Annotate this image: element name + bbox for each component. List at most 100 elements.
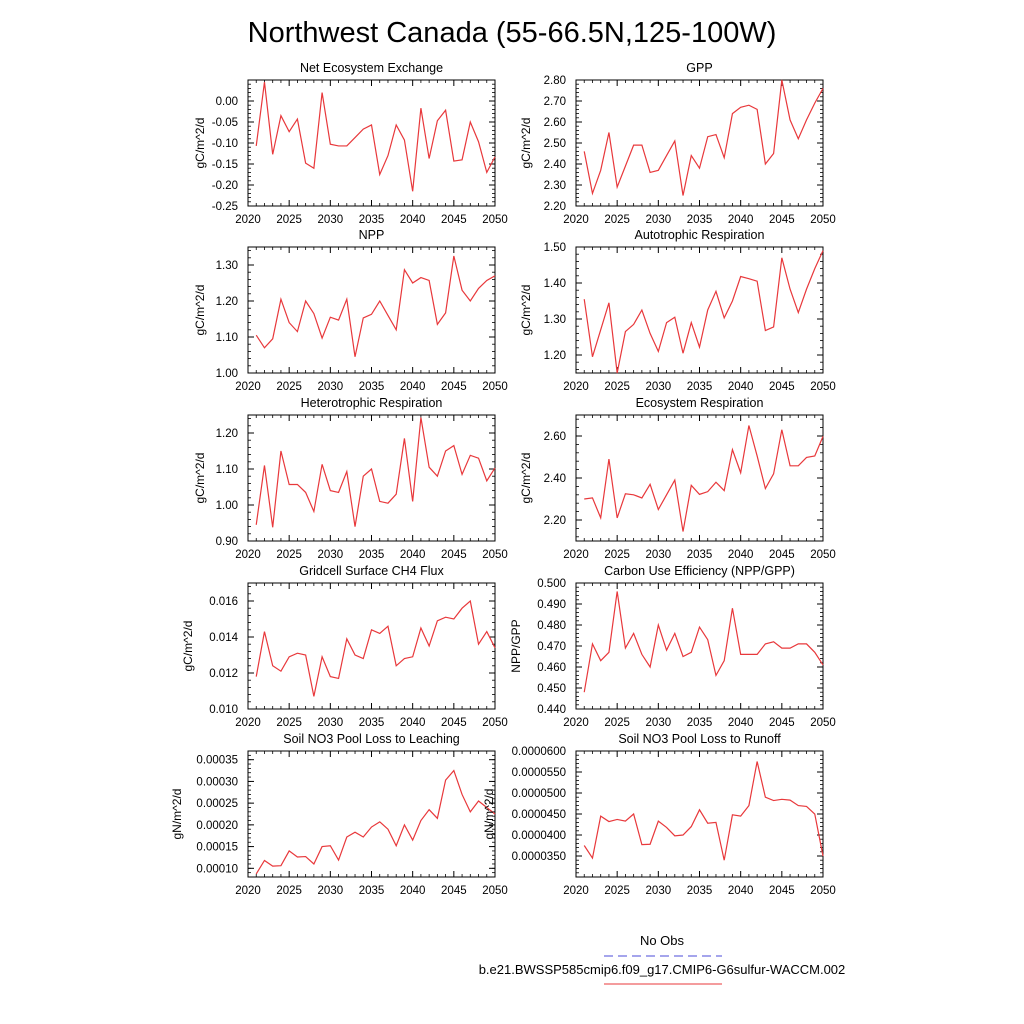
x-tick-label: 2030 bbox=[318, 549, 344, 561]
x-tick-label: 2040 bbox=[728, 885, 754, 897]
x-tick-label: 2020 bbox=[563, 381, 589, 393]
x-tick-label: 2045 bbox=[769, 549, 795, 561]
y-tick-label: 1.00 bbox=[216, 500, 238, 512]
series-line bbox=[583, 761, 824, 861]
chart-panel-6: Ecosystem Respiration 2020 2025 2030 2035 204… bbox=[519, 396, 836, 561]
x-tick-label: 2020 bbox=[563, 549, 589, 561]
x-tick-label: 2020 bbox=[235, 381, 261, 393]
chart-panel-4: Autotrophic Respiration 2020 2025 2030 2035 2… bbox=[519, 228, 836, 393]
x-tick-label: 2040 bbox=[728, 717, 754, 729]
x-tick-label: 2025 bbox=[604, 549, 630, 561]
series-line bbox=[583, 591, 824, 693]
y-tick-label: 1.20 bbox=[544, 350, 566, 362]
x-tick-label: 2030 bbox=[646, 214, 672, 226]
x-tick-label: 2035 bbox=[359, 214, 385, 226]
legend: No Obs b.e21.BWSSP585cmip6.f09_g17.CMIP6… bbox=[479, 933, 845, 985]
x-tick-label: 2020 bbox=[235, 717, 261, 729]
y-tick-label: 0.460 bbox=[537, 662, 566, 674]
x-tick-label: 2040 bbox=[400, 381, 426, 393]
x-tick-label: 2040 bbox=[400, 214, 426, 226]
x-tick-label: 2035 bbox=[359, 885, 385, 897]
y-tick-label: 2.40 bbox=[544, 473, 566, 485]
x-tick-label: 2040 bbox=[400, 549, 426, 561]
y-tick-label: 0.470 bbox=[537, 641, 566, 653]
series-line bbox=[584, 425, 824, 532]
x-tick-label: 2035 bbox=[359, 381, 385, 393]
plot-frame bbox=[247, 414, 496, 542]
y-tick-label: 0.0000600 bbox=[512, 746, 566, 758]
y-tick-label: 0.500 bbox=[537, 578, 566, 590]
y-axis-label: gC/m^2/d bbox=[193, 453, 207, 504]
x-tick-label: 2050 bbox=[482, 717, 508, 729]
x-tick-label: 2045 bbox=[769, 885, 795, 897]
x-tick-label: 2035 bbox=[687, 214, 713, 226]
y-tick-label: -0.15 bbox=[212, 159, 238, 171]
y-tick-label: 2.60 bbox=[544, 117, 566, 129]
x-tick-label: 2030 bbox=[318, 381, 344, 393]
y-tick-label: 1.50 bbox=[544, 242, 566, 254]
y-tick-label: 0.010 bbox=[209, 704, 238, 716]
y-tick-label: 1.20 bbox=[216, 428, 238, 440]
x-tick-label: 2035 bbox=[359, 549, 385, 561]
panel-title: Ecosystem Respiration bbox=[636, 396, 764, 410]
y-tick-label: 0.00 bbox=[216, 96, 238, 108]
panel-title: GPP bbox=[686, 61, 712, 75]
y-tick-label: -0.25 bbox=[212, 201, 238, 213]
x-tick-label: 2030 bbox=[318, 214, 344, 226]
y-tick-label: 0.490 bbox=[537, 599, 566, 611]
x-tick-label: 2040 bbox=[728, 381, 754, 393]
x-tick-label: 2050 bbox=[482, 885, 508, 897]
x-tick-label: 2035 bbox=[687, 885, 713, 897]
x-tick-label: 2050 bbox=[810, 717, 836, 729]
y-axis-label: gN/m^2/d bbox=[482, 789, 496, 840]
y-axis-label: gC/m^2/d bbox=[519, 453, 533, 504]
y-tick-label: 0.00035 bbox=[196, 755, 238, 767]
series-line bbox=[255, 769, 496, 875]
y-axis-label: gN/m^2/d bbox=[170, 789, 184, 840]
y-tick-label: -0.20 bbox=[212, 180, 238, 192]
x-tick-label: 2035 bbox=[359, 717, 385, 729]
panel-title: Gridcell Surface CH4 Flux bbox=[299, 564, 444, 578]
chart-panel-10: Soil NO3 Pool Loss to Runoff 2020 2025 2030… bbox=[482, 732, 836, 897]
plot-frame bbox=[575, 750, 824, 878]
panel-title: Autotrophic Respiration bbox=[635, 228, 765, 242]
y-tick-label: 0.00020 bbox=[196, 820, 238, 832]
panel-title: Soil NO3 Pool Loss to Leaching bbox=[283, 732, 460, 746]
y-tick-label: 0.0000350 bbox=[512, 851, 566, 863]
y-tick-label: 2.20 bbox=[544, 201, 566, 213]
x-tick-label: 2020 bbox=[235, 885, 261, 897]
y-tick-label: -0.05 bbox=[212, 117, 238, 129]
y-tick-label: 1.40 bbox=[544, 278, 566, 290]
series-line bbox=[583, 79, 824, 196]
y-tick-label: 2.80 bbox=[544, 75, 566, 87]
y-axis-label: gC/m^2/d bbox=[181, 621, 195, 672]
y-tick-label: 2.60 bbox=[544, 431, 566, 443]
y-axis-label: gC/m^2/d bbox=[519, 118, 533, 169]
x-tick-label: 2045 bbox=[769, 381, 795, 393]
legend-label-no-obs: No Obs bbox=[640, 933, 685, 948]
y-axis-label: gC/m^2/d bbox=[519, 285, 533, 336]
panel-title: Net Ecosystem Exchange bbox=[300, 61, 443, 75]
x-tick-label: 2045 bbox=[441, 549, 467, 561]
x-tick-label: 2045 bbox=[441, 381, 467, 393]
x-tick-label: 2045 bbox=[441, 717, 467, 729]
x-tick-label: 2040 bbox=[728, 549, 754, 561]
x-tick-label: 2025 bbox=[604, 885, 630, 897]
y-tick-label: 0.012 bbox=[209, 668, 238, 680]
y-tick-label: 1.10 bbox=[216, 332, 238, 344]
x-tick-label: 2025 bbox=[276, 381, 302, 393]
x-tick-label: 2025 bbox=[276, 885, 302, 897]
x-tick-label: 2040 bbox=[400, 885, 426, 897]
panel-title: NPP bbox=[359, 228, 385, 242]
y-tick-label: 0.014 bbox=[209, 632, 238, 644]
y-tick-label: 0.90 bbox=[216, 536, 238, 548]
x-tick-label: 2050 bbox=[482, 549, 508, 561]
chart-panel-8: Carbon Use Efficiency (NPP/GPP) 2020 2025 2… bbox=[509, 564, 836, 729]
x-tick-label: 2050 bbox=[482, 214, 508, 226]
series-line bbox=[255, 82, 496, 192]
panel-title: Heterotrophic Respiration bbox=[301, 396, 443, 410]
x-tick-label: 2025 bbox=[276, 549, 302, 561]
x-tick-label: 2020 bbox=[563, 214, 589, 226]
x-tick-label: 2035 bbox=[687, 717, 713, 729]
